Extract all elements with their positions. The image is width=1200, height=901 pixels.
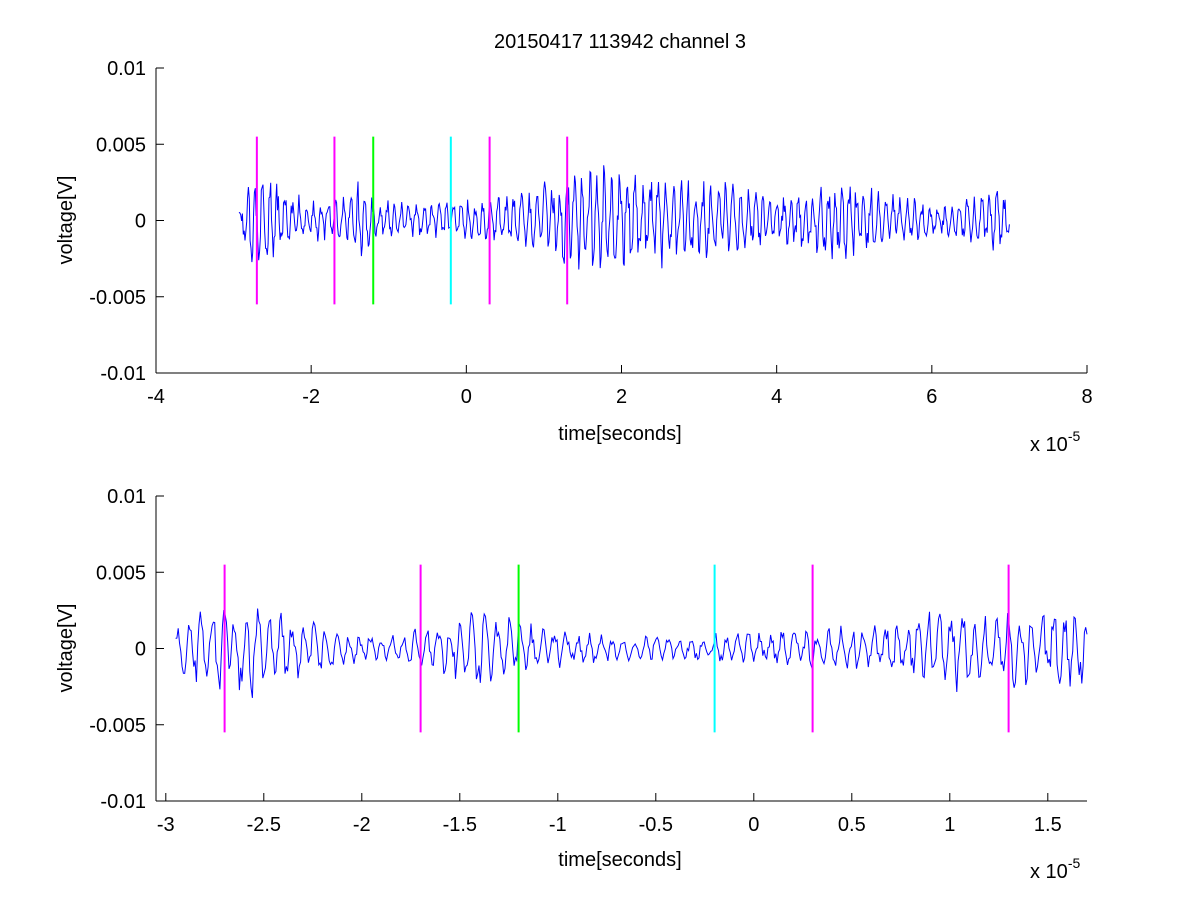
- top-x-tick-label: 8: [1081, 386, 1092, 408]
- bottom-x-exponent: x 10-5: [1030, 855, 1080, 883]
- top-signal-line: [238, 165, 1010, 270]
- bottom-y-tick-label: -0.01: [100, 791, 146, 813]
- top-x-tick-label: 2: [616, 386, 627, 408]
- bottom-x-tick-label: 0.5: [838, 814, 866, 836]
- bottom-y-axis-label: voltage[V]: [55, 604, 77, 693]
- bottom-x-tick-label: -0.5: [639, 814, 673, 836]
- top-subplot: -4 -2 0 2 4 6 8 0.01 0.005 0 -0.005 -0.01 time[seco…: [55, 58, 1093, 456]
- top-x-tick-label: -4: [147, 386, 165, 408]
- bottom-subplot: -3 -2.5 -2 -1.5 -1 -0.5 0 0.5 1 1.5 0.01 0.005 0 -0.0…: [55, 486, 1088, 883]
- top-x-tick-label: 6: [926, 386, 937, 408]
- top-x-tick-label: -2: [302, 386, 320, 408]
- bottom-x-tick-label: 1: [944, 814, 955, 836]
- top-y-tick-label: 0.005: [96, 134, 146, 156]
- bottom-x-exponent-base: x 10: [1030, 861, 1068, 883]
- bottom-signal-line: [175, 608, 1088, 698]
- top-signal-layer: [238, 165, 1010, 270]
- top-x-exponent-base: x 10: [1030, 434, 1068, 456]
- top-x-tick-label: 0: [461, 386, 472, 408]
- top-x-axis-label: time[seconds]: [558, 423, 681, 445]
- top-y-tick-label: -0.005: [89, 287, 146, 309]
- bottom-x-tick-label: -3: [157, 814, 175, 836]
- top-plot-area: [156, 68, 1087, 373]
- top-axes: -4 -2 0 2 4 6 8 0.01 0.005 0 -0.005 -0.01: [89, 58, 1092, 408]
- figure-title: 20150417 113942 channel 3: [494, 31, 746, 53]
- top-x-tick-label: 4: [771, 386, 782, 408]
- bottom-y-tick-label: 0: [135, 639, 146, 661]
- bottom-axes: -3 -2.5 -2 -1.5 -1 -0.5 0 0.5 1 1.5 0.01 0.005 0 -0.0…: [89, 486, 1087, 836]
- bottom-x-axis-label: time[seconds]: [558, 849, 681, 871]
- bottom-x-tick-label: -2: [353, 814, 371, 836]
- top-x-exponent-power: -5: [1068, 428, 1081, 444]
- bottom-signal-layer: [175, 608, 1088, 698]
- bottom-y-tick-label: 0.01: [107, 486, 146, 508]
- bottom-x-tick-label: 1.5: [1034, 814, 1062, 836]
- top-y-tick-label: 0.01: [107, 58, 146, 80]
- bottom-x-tick-label: -1.5: [443, 814, 477, 836]
- top-marker-layer: [255, 136, 569, 305]
- bottom-x-exponent-power: -5: [1068, 855, 1081, 871]
- top-y-tick-label: 0: [135, 211, 146, 233]
- top-y-axis-label: voltage[V]: [55, 176, 77, 265]
- bottom-x-tick-label: 0: [748, 814, 759, 836]
- top-x-exponent: x 10-5: [1030, 428, 1080, 456]
- bottom-marker-layer: [223, 564, 1010, 733]
- bottom-y-tick-label: -0.005: [89, 715, 146, 737]
- bottom-y-tick-label: 0.005: [96, 562, 146, 584]
- bottom-x-tick-label: -2.5: [247, 814, 281, 836]
- top-y-tick-label: -0.01: [100, 363, 146, 385]
- bottom-x-tick-label: -1: [549, 814, 567, 836]
